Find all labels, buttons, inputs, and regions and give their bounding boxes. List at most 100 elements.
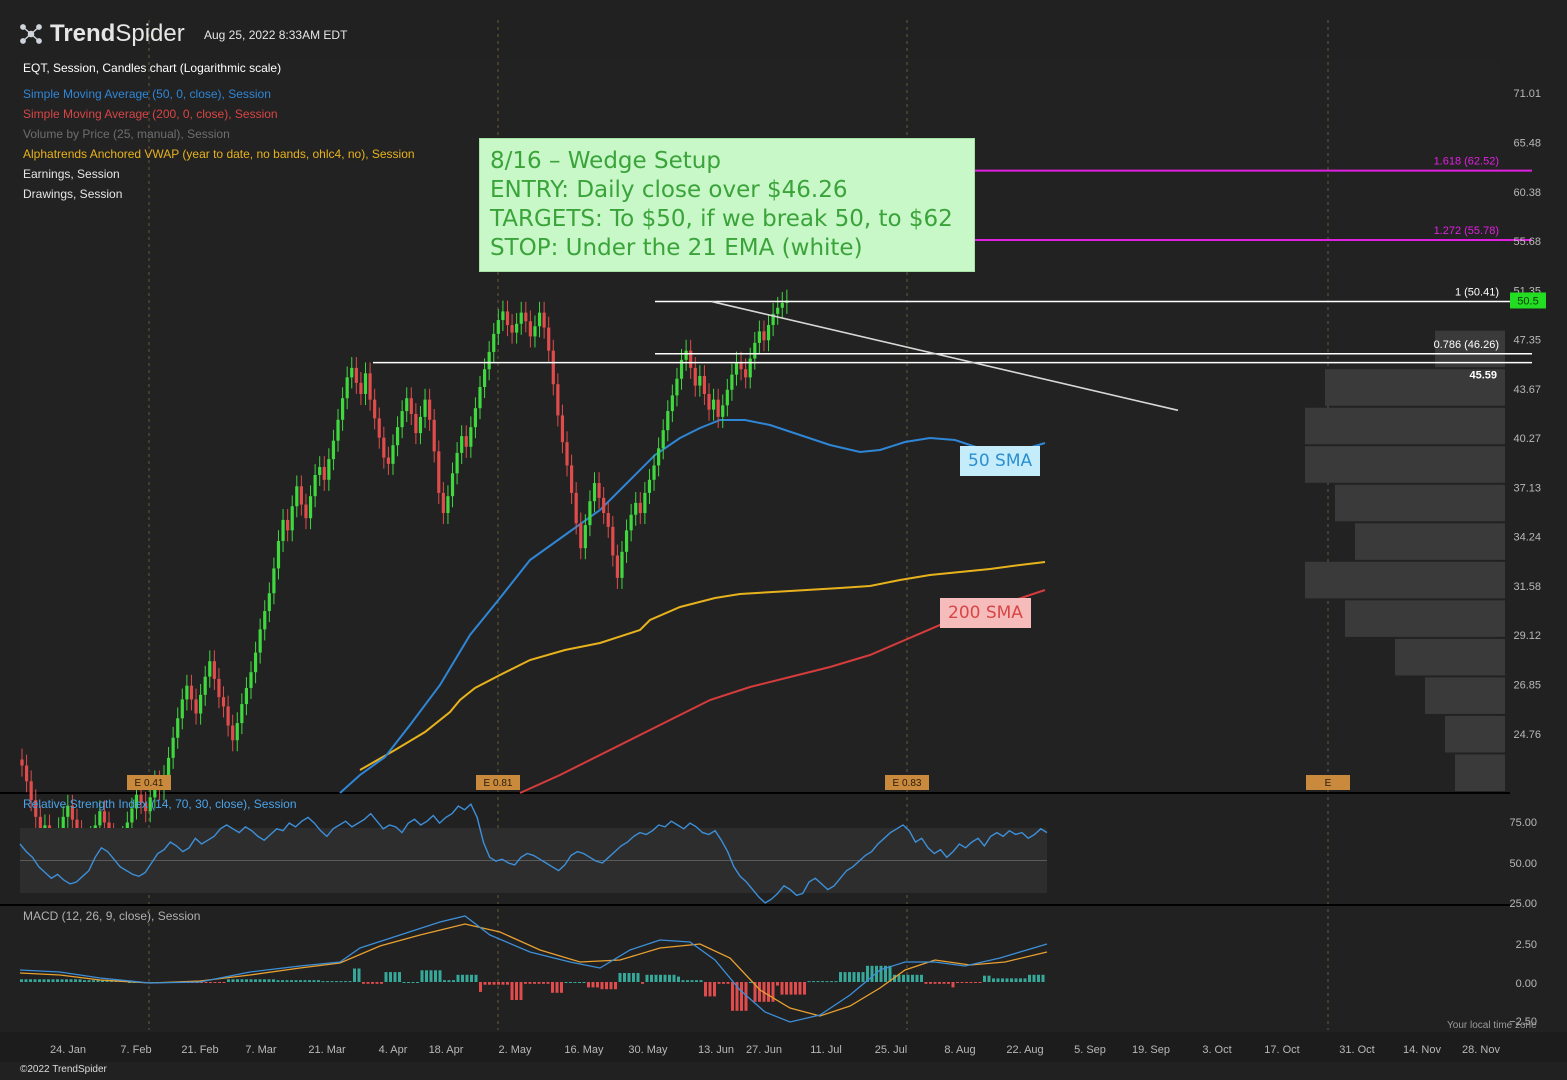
candle-body bbox=[318, 467, 322, 475]
candle bbox=[734, 351, 739, 386]
price-tick-label: 37.13 bbox=[1513, 482, 1541, 494]
candle-body bbox=[510, 325, 514, 333]
candle-body bbox=[166, 757, 171, 776]
candle-body bbox=[647, 479, 652, 493]
legend-main-chart[interactable]: EQT, Session, Candles chart (Logarithmic… bbox=[23, 61, 282, 75]
macd-histogram-bar bbox=[852, 972, 856, 982]
price-tick-label: 40.27 bbox=[1513, 433, 1541, 445]
macd-histogram-bar bbox=[375, 982, 379, 984]
candle bbox=[661, 419, 665, 460]
legend-vwap[interactable]: Alphatrends Anchored VWAP (year to date,… bbox=[23, 147, 415, 161]
macd-histogram-bar bbox=[794, 982, 797, 995]
legend-sma200[interactable]: Simple Moving Average (200, 0, close), S… bbox=[23, 107, 278, 121]
legend-drawings[interactable]: Drawings, Session bbox=[23, 187, 123, 201]
candle-body bbox=[592, 483, 597, 502]
macd-histogram-bar bbox=[348, 981, 352, 983]
time-tick-label: 25. Jul bbox=[875, 1044, 907, 1056]
candle bbox=[70, 794, 74, 831]
earnings-label: E 0.41 bbox=[135, 778, 164, 789]
vbp-bar bbox=[1395, 638, 1505, 676]
macd-histogram-bar bbox=[744, 982, 748, 1011]
macd-histogram-bar bbox=[641, 982, 644, 984]
macd-histogram-bar bbox=[456, 974, 460, 982]
candle bbox=[537, 301, 542, 338]
candle bbox=[620, 540, 624, 589]
candle-body bbox=[308, 496, 313, 519]
candle bbox=[341, 387, 345, 431]
legend-volume-by-price[interactable]: Volume by Price (25, manual), Session bbox=[23, 127, 230, 141]
candle-body bbox=[134, 794, 139, 809]
candle-body bbox=[382, 437, 386, 458]
candle-body bbox=[354, 367, 358, 383]
candle-body bbox=[638, 502, 642, 514]
candle bbox=[510, 314, 514, 344]
candle bbox=[542, 301, 546, 339]
price-tick-label: 43.67 bbox=[1513, 384, 1541, 396]
candle bbox=[565, 431, 569, 477]
candle bbox=[194, 688, 198, 725]
macd-histogram-bar bbox=[722, 982, 725, 984]
candle-body bbox=[505, 311, 510, 326]
time-tick-label: 7. Mar bbox=[245, 1044, 277, 1056]
macd-histogram-bar bbox=[672, 974, 676, 982]
vbp-bar bbox=[1305, 561, 1505, 599]
macd-histogram-bar bbox=[65, 979, 68, 982]
candle-body bbox=[363, 373, 368, 394]
candle-body bbox=[624, 530, 629, 552]
candle bbox=[395, 416, 400, 457]
candle bbox=[469, 416, 473, 458]
macd-histogram-bar bbox=[56, 979, 59, 982]
macd-histogram-bar bbox=[888, 965, 892, 982]
macd-histogram-bar bbox=[717, 982, 721, 984]
earnings-marker: E bbox=[1306, 775, 1350, 790]
legend-sma50[interactable]: Simple Moving Average (50, 0, close), Se… bbox=[23, 87, 271, 101]
macd-histogram-bar bbox=[789, 982, 793, 995]
legend-earnings[interactable]: Earnings, Session bbox=[23, 167, 120, 181]
macd-histogram-bar bbox=[573, 982, 577, 983]
candle bbox=[130, 797, 134, 834]
macd-histogram-bar bbox=[371, 982, 374, 984]
candle bbox=[666, 400, 670, 442]
macd-histogram-bar bbox=[866, 965, 869, 982]
candle-body bbox=[327, 459, 331, 480]
time-tick-label: 4. Apr bbox=[379, 1044, 408, 1056]
macd-line bbox=[19, 915, 1048, 1023]
candle-body bbox=[189, 685, 194, 700]
candle-body bbox=[194, 699, 198, 714]
candle bbox=[643, 482, 647, 525]
macd-histogram-bar bbox=[798, 982, 802, 995]
candle-body bbox=[249, 672, 253, 688]
candle bbox=[450, 462, 455, 508]
vbp-bar bbox=[1435, 330, 1505, 368]
macd-histogram-bar bbox=[317, 980, 320, 982]
candle-body bbox=[771, 313, 775, 326]
macd-histogram-bar bbox=[965, 982, 968, 983]
candle bbox=[391, 434, 395, 475]
candle bbox=[588, 490, 592, 537]
candle bbox=[226, 695, 230, 737]
candle-body bbox=[579, 523, 583, 549]
candle bbox=[629, 503, 633, 542]
candle-body bbox=[753, 342, 757, 359]
candle bbox=[766, 314, 771, 352]
macd-histogram-bar bbox=[749, 982, 752, 983]
candle-body bbox=[395, 427, 400, 446]
candle-body bbox=[464, 436, 468, 447]
macd-histogram-bar bbox=[699, 980, 703, 982]
candle bbox=[501, 300, 505, 332]
candle bbox=[373, 388, 377, 430]
time-tick-label: 3. Oct bbox=[1202, 1044, 1231, 1056]
candle-body bbox=[299, 486, 303, 505]
candle-body bbox=[657, 448, 661, 466]
candle-body bbox=[537, 312, 542, 327]
candle bbox=[455, 442, 459, 485]
candle-body bbox=[478, 387, 482, 409]
candle-body bbox=[757, 331, 761, 343]
candle-body bbox=[409, 398, 413, 414]
macd-histogram-bar bbox=[105, 980, 109, 982]
macd-histogram-bar bbox=[339, 981, 343, 983]
macd-histogram-bar bbox=[209, 982, 212, 983]
candle bbox=[579, 512, 583, 560]
time-tick-label: 2. May bbox=[498, 1044, 532, 1056]
macd-histogram-bar bbox=[20, 979, 23, 982]
